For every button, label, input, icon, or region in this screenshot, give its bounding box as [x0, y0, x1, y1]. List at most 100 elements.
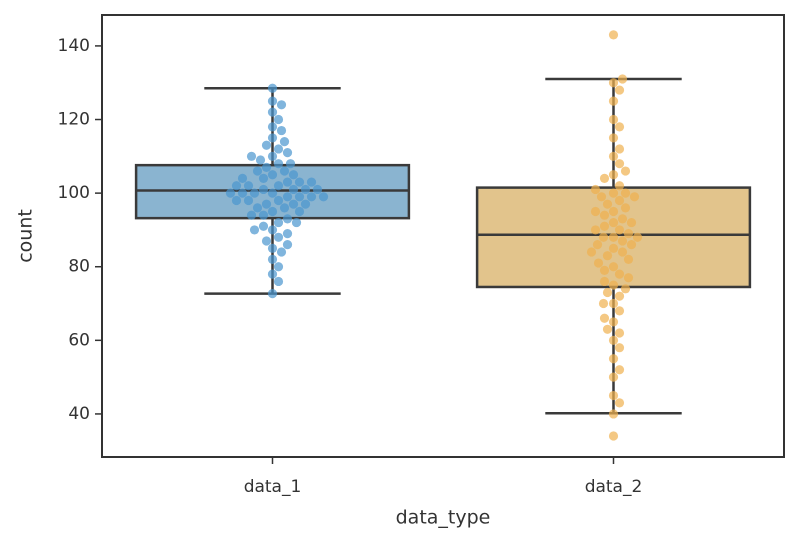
swarm-point — [614, 328, 625, 338]
swarm-point — [599, 221, 610, 231]
swarm-point — [276, 125, 287, 136]
swarm-point — [599, 265, 610, 276]
x-axis-label: data_type — [396, 507, 491, 529]
swarm-point — [602, 251, 613, 261]
swarm-point — [273, 159, 284, 169]
swarm-point — [267, 133, 278, 143]
y-tick-label: 40 — [68, 404, 90, 424]
swarm-point — [300, 184, 311, 195]
swarm-point — [276, 100, 287, 110]
swarm-point — [288, 184, 299, 195]
swarm-point — [261, 236, 272, 246]
swarm-point — [632, 232, 643, 242]
swarm-point — [620, 203, 631, 213]
swarm-point — [617, 236, 628, 246]
swarm-point — [598, 232, 609, 242]
swarm-point — [273, 232, 284, 242]
swarm-point — [267, 288, 278, 299]
swarm-point — [608, 409, 619, 419]
swarm-point — [237, 173, 248, 184]
swarm-point — [279, 203, 290, 213]
swarm-point — [243, 181, 254, 191]
swarm-point — [267, 225, 278, 235]
swarm-point — [267, 254, 278, 264]
swarm-point — [623, 273, 634, 283]
swarm-point — [614, 343, 625, 353]
swarm-point — [282, 214, 293, 224]
swarm-point — [614, 85, 625, 95]
swarm-point — [608, 372, 619, 382]
plot-frame — [101, 14, 785, 458]
swarm-point — [273, 262, 284, 272]
swarm-point — [608, 431, 619, 441]
swarm-point — [246, 210, 257, 220]
swarm-point — [608, 188, 619, 198]
swarm-point — [291, 217, 302, 228]
swarm-point — [602, 324, 613, 334]
y-tick-label: 80 — [68, 257, 90, 277]
swarm-point — [608, 78, 619, 88]
swarm-point — [267, 188, 278, 198]
y-tick-label: 120 — [58, 110, 90, 130]
swarm-point — [294, 192, 305, 202]
swarm-point — [267, 243, 278, 253]
x-tick-label: data_2 — [585, 477, 643, 497]
swarm-point — [318, 192, 329, 202]
swarm-point — [614, 398, 625, 408]
swarm-point — [608, 354, 619, 364]
y-tick-label: 100 — [58, 183, 90, 203]
swarm-point — [267, 107, 278, 117]
swarm-point — [602, 287, 613, 298]
swarm-point — [608, 170, 619, 180]
swarm-point — [608, 280, 619, 290]
swarm-point — [592, 240, 603, 250]
swarm-point — [608, 243, 619, 253]
y-axis-label: count — [15, 209, 37, 263]
swarm-point — [276, 247, 287, 257]
swarm-point — [614, 365, 625, 375]
swarm-point — [599, 210, 610, 220]
swarm-point — [614, 269, 625, 279]
swarm-point — [617, 214, 628, 224]
swarm-point — [602, 199, 613, 209]
swarm-point — [243, 195, 254, 206]
swarm-point — [590, 184, 601, 195]
swarm-point — [608, 30, 619, 40]
swarm-point — [261, 199, 272, 209]
swarm-point — [620, 188, 631, 198]
swarm-point — [614, 159, 625, 169]
swarm-point — [608, 232, 619, 242]
swarm-point — [267, 206, 278, 217]
swarm-point — [267, 170, 278, 180]
swarm-point — [258, 173, 269, 184]
swarm-point — [614, 306, 625, 316]
swarm-point — [267, 83, 278, 93]
swarm-point — [608, 96, 619, 106]
swarm-point — [267, 122, 278, 132]
swarm-point — [273, 181, 284, 191]
swarm-point — [599, 276, 610, 287]
swarm-point — [623, 229, 634, 239]
swarm-point — [598, 298, 609, 309]
swarm-point — [282, 192, 293, 202]
swarm-point — [306, 192, 317, 202]
swarm-point — [273, 195, 284, 206]
swarm-point — [620, 284, 631, 294]
swarm-point — [608, 133, 619, 143]
swarm-point — [267, 269, 278, 279]
swarm-point — [249, 188, 260, 198]
swarm-point — [590, 225, 601, 235]
swarm-point — [608, 335, 619, 345]
swarm-point — [629, 192, 640, 202]
swarm-point — [626, 217, 637, 228]
swarm-point — [225, 188, 236, 198]
swarm-point — [231, 195, 242, 206]
swarm-point — [273, 276, 284, 287]
swarm-point — [273, 144, 284, 154]
swarm-point — [273, 217, 284, 228]
swarm-point — [288, 170, 299, 180]
swarm-point — [258, 221, 269, 231]
swarm-point — [267, 151, 278, 161]
swarm-point — [273, 114, 284, 125]
